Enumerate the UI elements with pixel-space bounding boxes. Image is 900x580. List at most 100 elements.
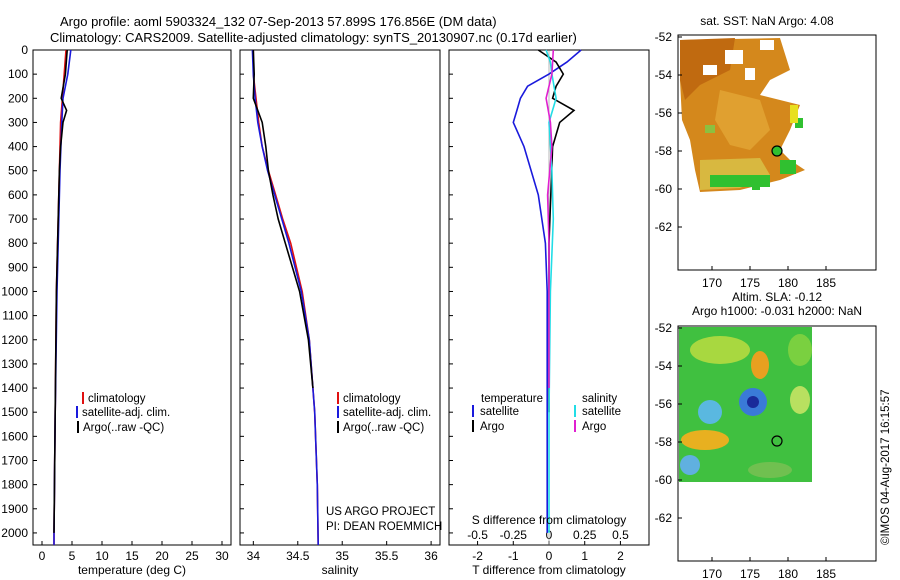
depth-tick-label: 0 xyxy=(21,43,28,57)
pi-label: PI: DEAN ROEMMICH xyxy=(326,521,442,533)
legend-argo-raw: Argo(..raw -QC) xyxy=(343,422,424,434)
depth-tick-label: 1500 xyxy=(1,405,28,419)
x-tick-label: 1 xyxy=(581,549,588,563)
figure-title-line2: Climatology: CARS2009. Satellite-adjuste… xyxy=(50,30,577,45)
temperature-xlabel: temperature (deg C) xyxy=(78,563,186,577)
lat-tick-label: -62 xyxy=(655,220,673,234)
depth-tick-label: 600 xyxy=(8,188,28,202)
x-tick-label: 34.5 xyxy=(286,549,310,563)
depth-tick-label: 1600 xyxy=(1,429,28,443)
salinity-xlabel: salinity xyxy=(322,563,359,577)
difference-legend: temperature salinity satellite satellite… xyxy=(472,393,621,433)
lat-tick-label: -60 xyxy=(655,473,673,487)
lat-tick-label: -58 xyxy=(655,144,673,158)
x-tick-label: 10 xyxy=(95,549,109,563)
lat-tick-label: -54 xyxy=(655,68,673,82)
depth-tick-label: 1300 xyxy=(1,357,28,371)
series-argo-raw-qc xyxy=(53,49,68,533)
depth-tick-label: 1400 xyxy=(1,381,28,395)
x-tick-label: 0 xyxy=(39,549,46,563)
x-tick-label: -2 xyxy=(472,549,483,563)
lon-tick-label: 175 xyxy=(740,567,760,580)
sla-map-title-line2: Argo h1000: -0.031 h2000: NaN xyxy=(692,304,862,318)
lon-tick-label: 180 xyxy=(778,276,798,290)
depth-tick-label: 900 xyxy=(8,260,28,274)
secondary-x-tick-label: -0.5 xyxy=(467,528,488,542)
legend-satellite-adj: satellite-adj. clim. xyxy=(82,407,170,419)
depth-tick-label: 1900 xyxy=(1,502,28,516)
salinity-panel: 34 34.5 35 35.5 36 xyxy=(247,49,438,563)
legend-satellite-adj: satellite-adj. clim. xyxy=(343,407,431,419)
sst-map-title: sat. SST: NaN Argo: 4.08 xyxy=(700,14,834,28)
x-tick-label: 2 xyxy=(617,549,624,563)
lon-tick-label: 170 xyxy=(702,567,722,580)
sla-map-title-line1: Altim. SLA: -0.12 xyxy=(732,290,822,304)
x-tick-label: 30 xyxy=(215,549,229,563)
legend-climatology: climatology xyxy=(343,393,401,405)
x-tick-label: -1 xyxy=(508,549,519,563)
difference-panel: -2 -1 0 1 2-0.5 -0.25 0 0.25 0.5 xyxy=(467,49,629,563)
lat-tick-label: -52 xyxy=(655,321,673,335)
x-tick-label: 0 xyxy=(546,549,553,563)
legend-salinity-heading: salinity xyxy=(582,393,617,405)
secondary-x-tick-label: -0.25 xyxy=(500,528,528,542)
lat-tick-label: -60 xyxy=(655,182,673,196)
x-tick-label: 20 xyxy=(155,549,169,563)
x-tick-label: 5 xyxy=(69,549,76,563)
depth-tick-label: 1800 xyxy=(1,478,28,492)
salinity-legend: climatology satellite-adj. clim. Argo(..… xyxy=(337,392,431,434)
lat-tick-label: -54 xyxy=(655,359,673,373)
secondary-x-tick-label: 0.25 xyxy=(573,528,597,542)
depth-tick-label: 800 xyxy=(8,236,28,250)
lon-tick-label: 180 xyxy=(778,567,798,580)
difference-xlabel: T difference from climatology xyxy=(472,563,626,577)
x-tick-label: 35 xyxy=(336,549,350,563)
x-tick-label: 25 xyxy=(185,549,199,563)
depth-tick-label: 1000 xyxy=(1,284,28,298)
figure-title-line1: Argo profile: aoml 5903324_132 07-Sep-20… xyxy=(60,14,497,29)
legend-temperature-heading: temperature xyxy=(481,393,543,405)
depth-tick-label: 700 xyxy=(8,212,28,226)
x-tick-label: 36 xyxy=(424,549,438,563)
x-tick-label: 15 xyxy=(125,549,139,563)
temperature-legend: climatology satellite-adj. clim. Argo(..… xyxy=(76,392,170,434)
legend-salinity-satellite: satellite xyxy=(582,406,621,418)
series-argo-raw-qc xyxy=(252,49,314,389)
depth-tick-label: 1700 xyxy=(1,453,28,467)
temperature-panel: 0 5 10 15 20 25 30 xyxy=(39,49,229,563)
legend-salinity-argo: Argo xyxy=(582,421,606,433)
depth-tick-label: 400 xyxy=(8,140,28,154)
depth-tick-label: 1100 xyxy=(2,309,28,323)
lat-tick-label: -56 xyxy=(655,397,673,411)
sla-map-ticks: -52 -54 -56 -58 -60 -62 170 175 180 185 xyxy=(655,321,837,580)
legend-argo-raw: Argo(..raw -QC) xyxy=(83,422,164,434)
legend-climatology: climatology xyxy=(88,393,146,405)
difference-secondary-xlabel: S difference from climatology xyxy=(472,513,627,527)
x-tick-label: 34 xyxy=(247,549,261,563)
depth-tick-label: 2000 xyxy=(1,526,28,540)
legend-temperature-satellite: satellite xyxy=(480,406,519,418)
project-label: US ARGO PROJECT xyxy=(326,506,435,518)
legend-temperature-argo: Argo xyxy=(480,421,504,433)
lat-tick-label: -56 xyxy=(655,106,673,120)
depth-tick-label: 200 xyxy=(8,91,28,105)
lat-tick-label: -62 xyxy=(655,511,673,525)
depth-tick-label: 1200 xyxy=(1,333,28,347)
sst-map-ticks: -52 -54 -56 -58 -60 -62 170 175 180 185 xyxy=(655,30,837,290)
secondary-x-tick-label: 0.5 xyxy=(612,528,629,542)
series-salinity-argo xyxy=(545,49,555,388)
x-tick-label: 35.5 xyxy=(375,549,399,563)
lat-tick-label: -52 xyxy=(655,30,673,44)
lat-tick-label: -58 xyxy=(655,435,673,449)
watermark: ©IMOS 04-Aug-2017 16:15:57 xyxy=(880,389,892,545)
sst-map-image xyxy=(680,38,805,192)
lon-tick-label: 185 xyxy=(816,276,836,290)
lon-tick-label: 185 xyxy=(816,567,836,580)
depth-tick-label: 500 xyxy=(8,164,28,178)
sla-map-image xyxy=(679,327,812,482)
lon-tick-label: 170 xyxy=(702,276,722,290)
depth-axis: 0 100 200 300 400 500 600 700 800 900 1000 1100 1200… xyxy=(1,43,453,540)
lon-tick-label: 175 xyxy=(740,276,760,290)
depth-tick-label: 300 xyxy=(8,115,28,129)
